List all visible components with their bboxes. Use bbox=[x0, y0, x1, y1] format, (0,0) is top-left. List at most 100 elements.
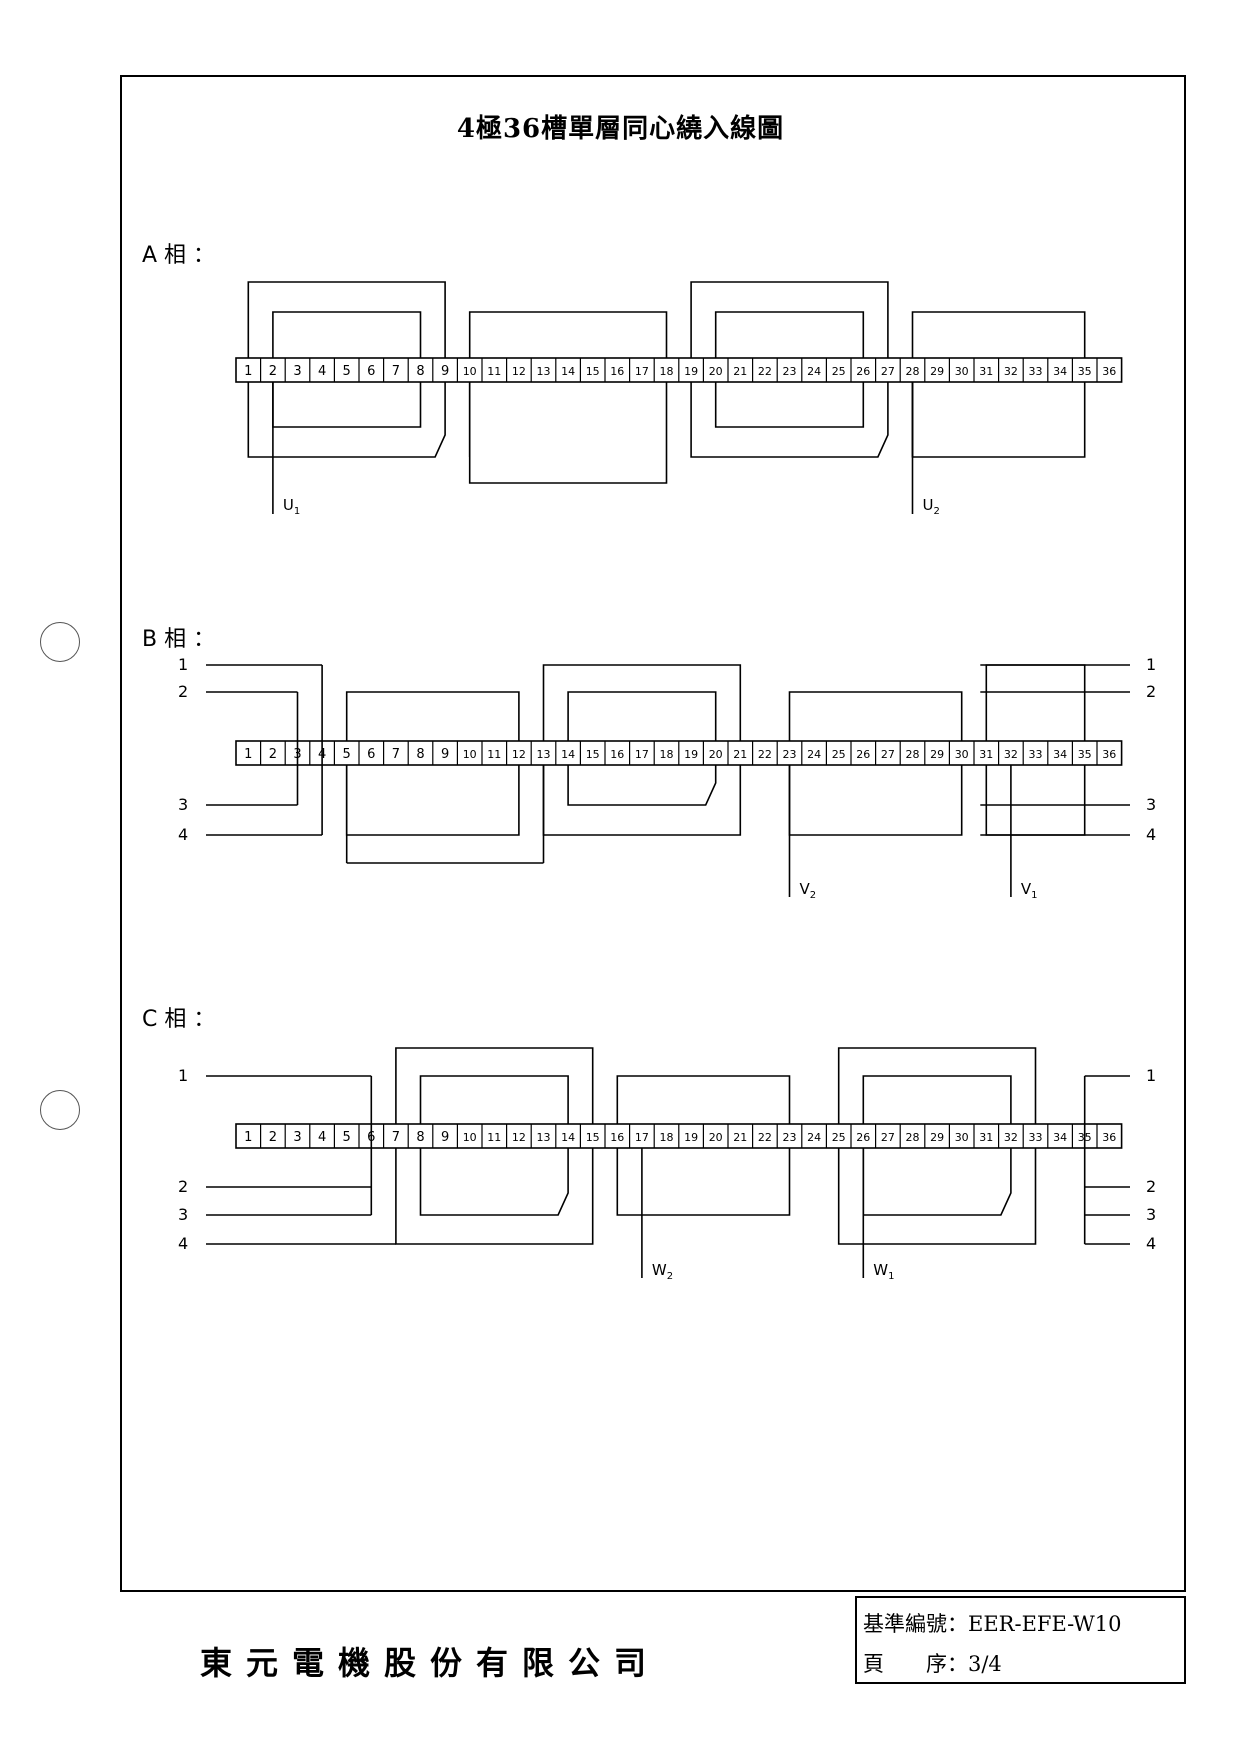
slot-number: 34 bbox=[1053, 365, 1067, 378]
slot-number: 15 bbox=[586, 365, 600, 378]
slot-number: 30 bbox=[955, 748, 969, 761]
slot-number: 1 bbox=[244, 747, 252, 762]
slot-number: 7 bbox=[392, 1130, 400, 1145]
slot-number: 30 bbox=[955, 365, 969, 378]
slot-number: 7 bbox=[392, 747, 400, 762]
slot-number: 35 bbox=[1078, 365, 1092, 378]
slot-number: 36 bbox=[1102, 1131, 1116, 1144]
slot-number: 33 bbox=[1029, 1131, 1043, 1144]
punch-hole-top bbox=[40, 622, 80, 662]
slot-number: 17 bbox=[635, 365, 649, 378]
drawing-frame bbox=[120, 75, 1186, 1592]
slot-number: 21 bbox=[733, 1131, 747, 1144]
slot-number: 27 bbox=[881, 748, 895, 761]
slot-number: 17 bbox=[635, 1131, 649, 1144]
slot-number: 13 bbox=[537, 365, 551, 378]
slot-number: 31 bbox=[979, 1131, 993, 1144]
page-sequence: 頁 序：3/4 bbox=[863, 1652, 1002, 1676]
slot-number: 31 bbox=[979, 365, 993, 378]
slot-number: 12 bbox=[512, 748, 526, 761]
wire-number-left: 1 bbox=[178, 655, 188, 674]
slot-number: 25 bbox=[832, 1131, 846, 1144]
wire-number-left: 2 bbox=[178, 682, 188, 701]
slot-number: 4 bbox=[318, 364, 326, 379]
winding-wire bbox=[837, 1148, 1037, 1245]
wire-number-left: 4 bbox=[178, 1234, 188, 1253]
slot-number: 19 bbox=[684, 1131, 698, 1144]
slot-number: 17 bbox=[635, 748, 649, 761]
slot-number: 2 bbox=[269, 364, 277, 379]
slot-number: 25 bbox=[832, 365, 846, 378]
slot-number: 33 bbox=[1029, 365, 1043, 378]
wire-number-left: 3 bbox=[178, 1205, 188, 1224]
winding-wire bbox=[542, 765, 742, 836]
wire-number-right: 4 bbox=[1146, 1234, 1156, 1253]
slot-number: 29 bbox=[930, 748, 944, 761]
winding-wire bbox=[345, 691, 520, 741]
winding-wire bbox=[567, 691, 717, 741]
slot-number: 2 bbox=[269, 747, 277, 762]
slot-number: 16 bbox=[610, 1131, 624, 1144]
slot-number: 10 bbox=[463, 748, 477, 761]
slot-number: 6 bbox=[367, 364, 375, 379]
terminal-label-u1: U1 bbox=[283, 496, 300, 517]
slot-number: 24 bbox=[807, 748, 821, 761]
slot-number: 21 bbox=[733, 365, 747, 378]
winding-wire bbox=[419, 1148, 569, 1216]
slot-number: 32 bbox=[1004, 1131, 1018, 1144]
winding-wire bbox=[690, 382, 889, 458]
slot-number: 34 bbox=[1053, 748, 1067, 761]
slot-number: 23 bbox=[783, 748, 797, 761]
wire-number-right: 1 bbox=[1146, 655, 1156, 674]
slot-number: 12 bbox=[512, 1131, 526, 1144]
slot-number: 22 bbox=[758, 748, 772, 761]
winding-wire bbox=[788, 691, 963, 741]
slot-number: 26 bbox=[856, 748, 870, 761]
winding-wire bbox=[567, 765, 717, 806]
winding-wire bbox=[468, 382, 668, 484]
slot-number: 5 bbox=[343, 364, 351, 379]
winding-wire bbox=[985, 765, 1086, 836]
slot-number: 14 bbox=[561, 1131, 575, 1144]
winding-wire bbox=[542, 664, 742, 741]
slot-number: 3 bbox=[293, 1130, 301, 1145]
winding-wire bbox=[272, 311, 422, 358]
wire-number-left: 1 bbox=[178, 1066, 188, 1085]
wire-number-left: 4 bbox=[178, 825, 188, 844]
terminal-label-v2: V2 bbox=[800, 880, 817, 901]
slot-number: 26 bbox=[856, 1131, 870, 1144]
terminal-label-w1: W1 bbox=[873, 1261, 894, 1282]
winding-wire bbox=[911, 311, 1086, 358]
slot-number: 2 bbox=[269, 1130, 277, 1145]
slot-strip-c: 1234567891011121314151617181920212223242… bbox=[235, 1123, 1123, 1149]
winding-wire bbox=[788, 765, 963, 836]
slot-number: 21 bbox=[733, 748, 747, 761]
slot-number: 29 bbox=[930, 365, 944, 378]
winding-wire bbox=[862, 1075, 1012, 1124]
wire-number-right: 4 bbox=[1146, 825, 1156, 844]
winding-wire bbox=[714, 382, 865, 428]
slot-number: 27 bbox=[881, 365, 895, 378]
winding-wire bbox=[345, 765, 520, 836]
slot-number: 10 bbox=[463, 1131, 477, 1144]
punch-hole-bottom bbox=[40, 1090, 80, 1130]
slot-number: 33 bbox=[1029, 748, 1043, 761]
slot-number: 14 bbox=[561, 365, 575, 378]
slot-number: 20 bbox=[709, 365, 723, 378]
slot-number: 23 bbox=[783, 365, 797, 378]
slot-strip-a: 1 2 3 4 5 6 7 8 9 10 11 12 13 14 15 16 17 18 19 20 21 22 23 24 2… bbox=[235, 357, 1123, 383]
slot-number: 9 bbox=[441, 364, 449, 379]
page-title: 4極36槽單層同心繞入線圖 bbox=[456, 114, 785, 144]
info-box: 基準編號：EER-EFE-W10 頁 序：3/4 bbox=[855, 1596, 1186, 1684]
slot-number: 34 bbox=[1053, 1131, 1067, 1144]
winding-wire bbox=[395, 1047, 594, 1124]
slot-number: 23 bbox=[783, 1131, 797, 1144]
winding-wire bbox=[690, 281, 889, 358]
slot-number: 19 bbox=[684, 748, 698, 761]
slot-number: 28 bbox=[906, 365, 920, 378]
slot-number: 8 bbox=[416, 747, 424, 762]
slot-number: 30 bbox=[955, 1131, 969, 1144]
slot-number: 28 bbox=[906, 748, 920, 761]
phase-a-label: A 相 ： bbox=[142, 243, 215, 268]
